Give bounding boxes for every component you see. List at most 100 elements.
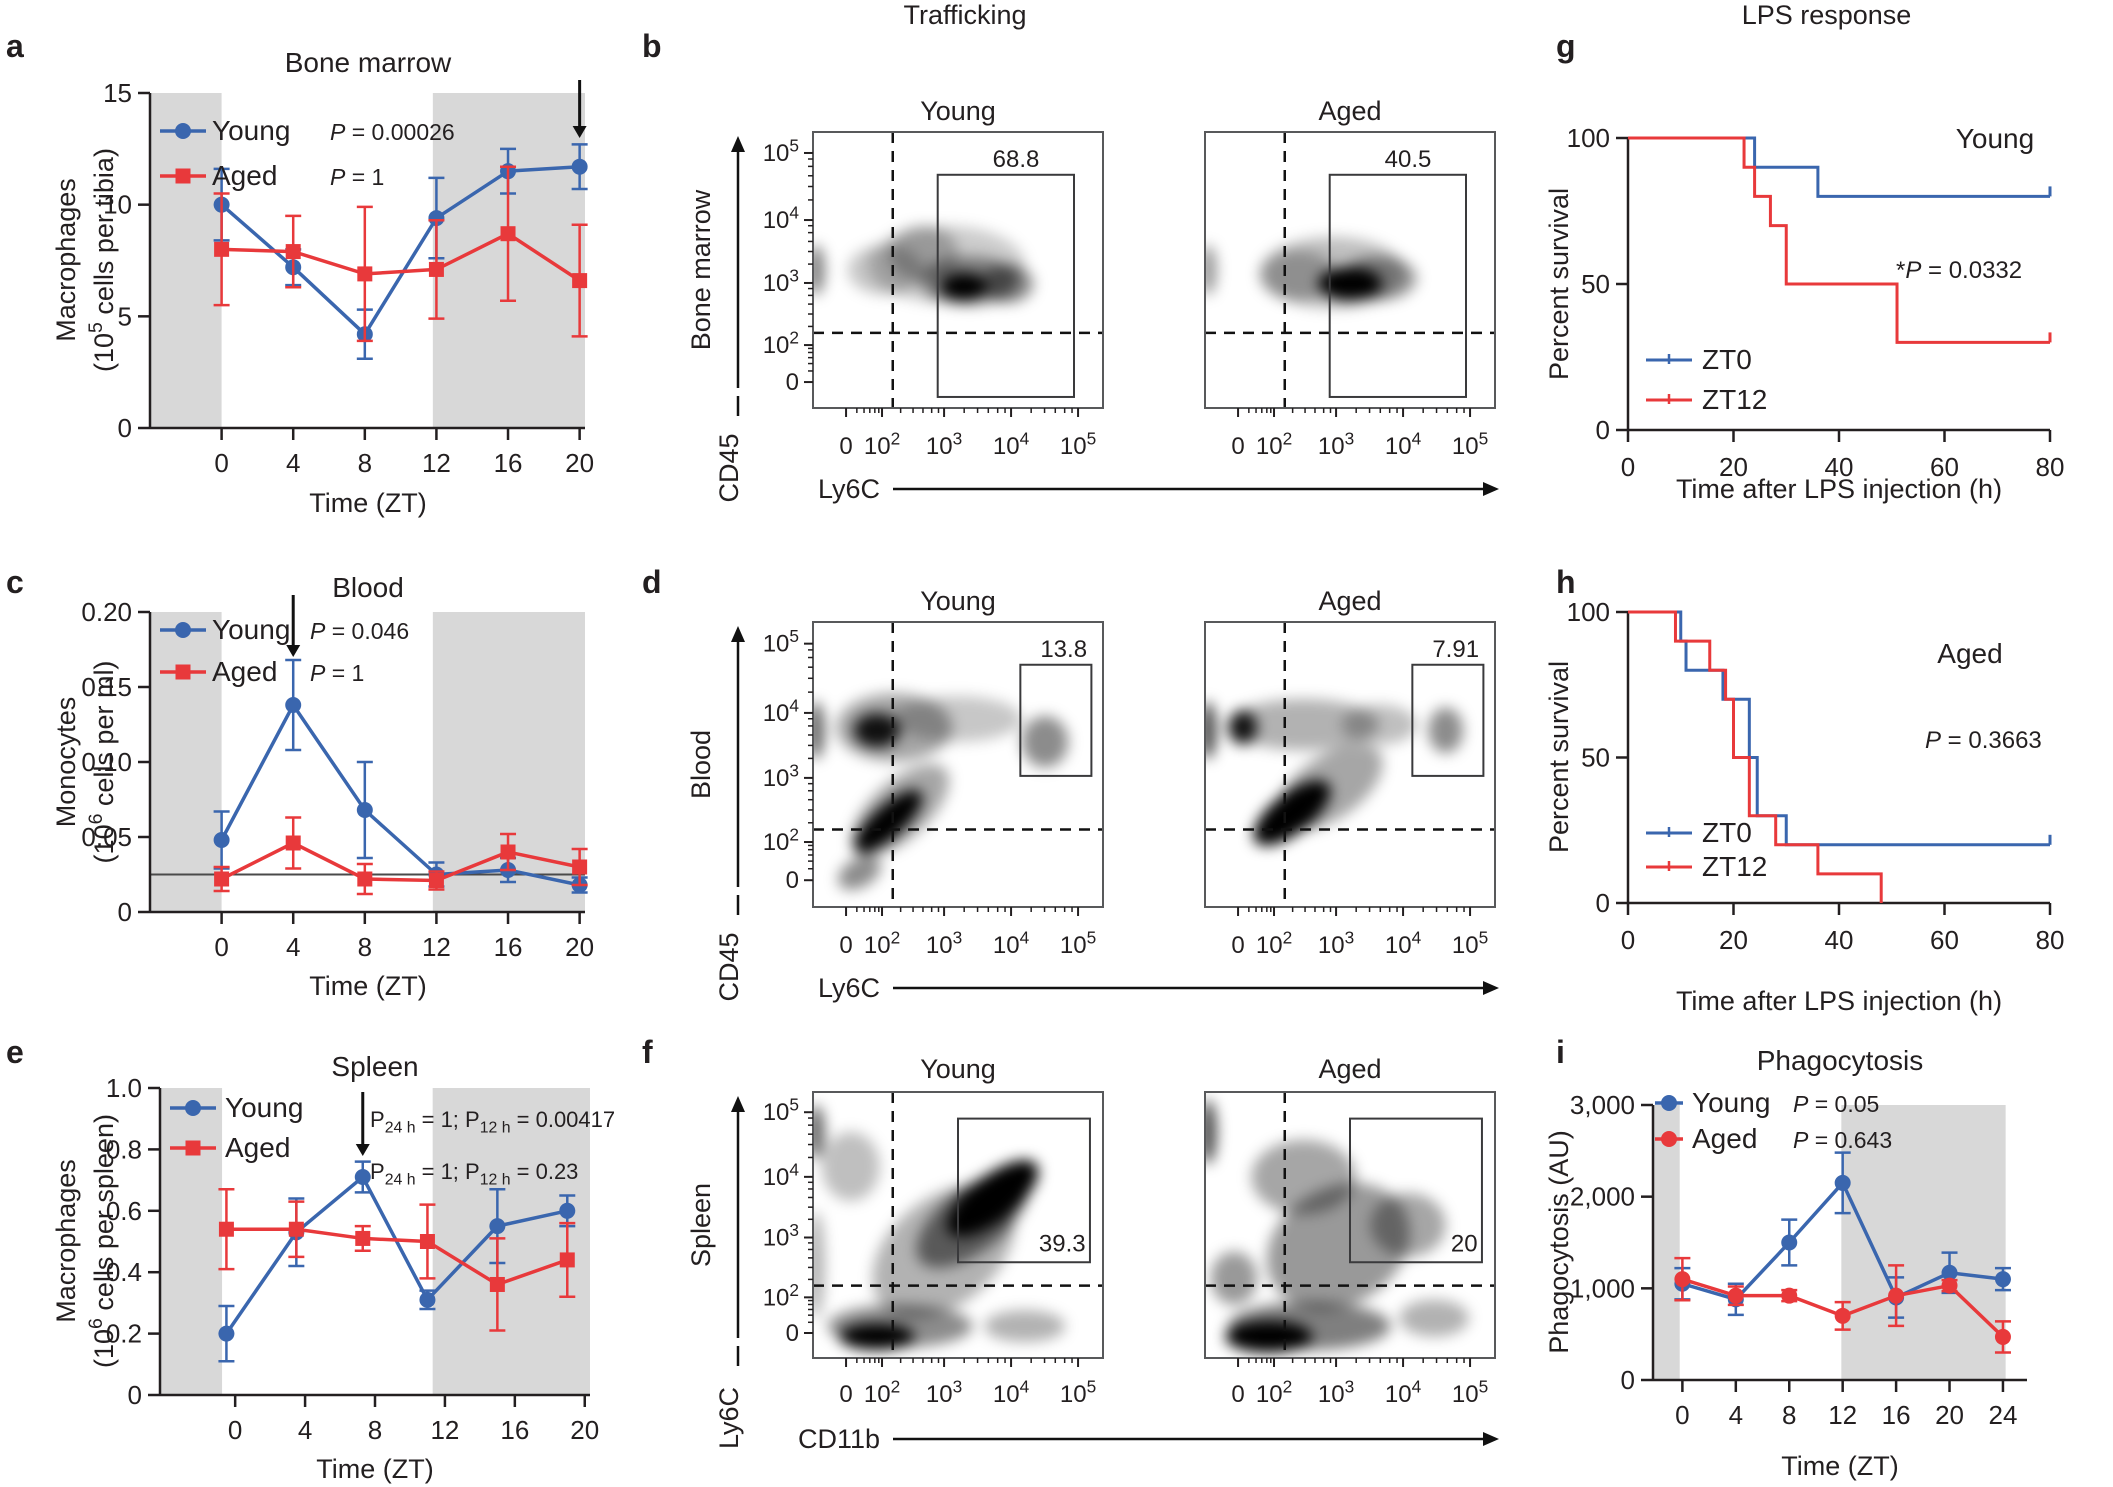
x-axis-label: Time (ZT) (316, 1454, 433, 1484)
section-title-lps-response: LPS response (1741, 0, 1912, 30)
p-value-young: P = 0.00026 (330, 119, 455, 145)
survival-curve-zt12 (1628, 136, 2050, 344)
x-tick-label: 12 (422, 932, 451, 962)
y-tick-label: 102 (763, 824, 799, 856)
x-tick-label: 102 (1256, 428, 1292, 460)
group-label: Young (1956, 123, 2034, 154)
x-tick-label: 8 (358, 448, 372, 478)
y-tick-label: 0 (128, 1380, 142, 1410)
x-tick-label: 20 (565, 932, 594, 962)
legend-label-zt0: ZT0 (1702, 817, 1752, 848)
y-tick-label: 105 (763, 135, 799, 167)
y-tick-label: 0.20 (81, 597, 132, 627)
x-tick-label: 102 (864, 927, 900, 959)
y-tick-label: 103 (763, 760, 799, 792)
x-tick-label: 20 (570, 1415, 599, 1445)
x-tick-label: 60 (1930, 452, 1959, 482)
gate-value: 7.91 (1432, 636, 1479, 663)
p-value: P = 0.3663 (1925, 727, 2042, 754)
panel-h-survival-aged-chart: 0 50 100 0 20 40 60 80 Time after LPS injection … (1544, 597, 2065, 1016)
x-tick-label: 0 (228, 1415, 242, 1445)
y-tick-label: 102 (763, 1280, 799, 1312)
y-tick-label: 0.8 (106, 1134, 142, 1164)
night-band (432, 1088, 590, 1395)
x-tick-label: 12 (1828, 1400, 1857, 1430)
gate-rect (957, 1117, 1091, 1264)
x-axis-label: Time after LPS injection (h) (1676, 986, 2002, 1016)
section-title-trafficking: Trafficking (903, 0, 1027, 30)
panel-d-blood-flow-plots: 13.8 Young 0 102 103 104 105 0 102 103 104 105 7.91 A… (686, 586, 1499, 1003)
panel-letter-d: d (642, 564, 662, 600)
y-tick-label: 3,000 (1570, 1090, 1635, 1120)
x-tick-label: 4 (1729, 1400, 1743, 1430)
legend-label-young: Young (225, 1092, 303, 1123)
x-tick-label: 16 (494, 448, 523, 478)
x-axis-label: Time after LPS injection (h) (1676, 474, 2002, 504)
x-tick-label: 0 (1675, 1400, 1689, 1430)
x-tick-label: 103 (926, 1376, 962, 1408)
panel-letter-c: c (6, 564, 24, 600)
night-band (160, 1088, 223, 1395)
x-tick-label: 105 (1060, 1376, 1096, 1408)
y-tick-label: 1.0 (106, 1073, 142, 1103)
y-tick-label: 0.2 (106, 1319, 142, 1349)
chart-title: Spleen (331, 1051, 418, 1082)
series-aged-line (221, 231, 581, 283)
y-tick-label: 104 (763, 1159, 800, 1191)
x-tick-label: 0 (214, 932, 228, 962)
x-tick-label: 24 (1988, 1400, 2017, 1430)
x-tick-label: 8 (1782, 1400, 1796, 1430)
x-tick-label: 12 (430, 1415, 459, 1445)
p-annotation: P24 h = 1; P12 h = 0.23 (370, 1159, 578, 1189)
legend-label-zt0: ZT0 (1702, 344, 1752, 375)
gate-value: 39.3 (1039, 1231, 1086, 1258)
flow-plot-title-aged: Aged (1318, 586, 1381, 616)
density-cloud-aged (1205, 1099, 1469, 1353)
y-tick-label: 0 (1621, 1365, 1635, 1395)
x-tick-label: 0 (1621, 925, 1635, 955)
flow-plot-title-aged: Aged (1318, 96, 1381, 126)
y-axis-label: Macrophages (51, 1159, 81, 1323)
y-axis-label: (106 cells per spleen) (85, 1114, 119, 1368)
legend-label-aged: Aged (212, 656, 277, 687)
gate-rect (1411, 663, 1485, 777)
x-tick-label: 0 (214, 448, 228, 478)
x-tick-label: 104 (1385, 428, 1422, 460)
legend-label-aged: Aged (225, 1132, 290, 1163)
flow-plot-title-young: Young (920, 96, 996, 126)
y-tick-label: 103 (763, 1220, 799, 1252)
y-tick-label: 0 (118, 897, 132, 927)
chart-title: Blood (332, 572, 404, 603)
y-tick-label: 105 (763, 626, 799, 658)
legend-label-young: Young (212, 115, 290, 146)
y-tick-label: 10 (103, 190, 132, 220)
legend-label-young: Young (1692, 1087, 1770, 1118)
y-tick-label: 104 (763, 695, 800, 727)
x-tick-label: 104 (993, 428, 1030, 460)
legend-label-aged: Aged (1692, 1123, 1757, 1154)
y-marker-label: Ly6C (714, 1387, 744, 1449)
y-axis-label: (106 cells per ml) (85, 661, 119, 864)
p-value-aged: P = 1 (330, 164, 384, 190)
p-annotation: P24 h = 1; P12 h = 0.00417 (370, 1107, 615, 1137)
x-tick-label: 104 (1385, 927, 1422, 959)
flow-plot-title-aged: Aged (1318, 1054, 1381, 1084)
x-tick-label: 80 (2036, 925, 2065, 955)
panel-letter-g: g (1556, 28, 1576, 64)
x-tick-label: 0 (839, 1381, 852, 1408)
panel-letter-f: f (642, 1034, 653, 1070)
gate-rect (1349, 1117, 1483, 1264)
x-marker-label: Ly6C (818, 474, 880, 504)
panel-letter-a: a (6, 28, 24, 64)
y-tick-label: 0 (1596, 888, 1610, 918)
x-tick-label: 105 (1060, 428, 1096, 460)
chart-title: Phagocytosis (1757, 1045, 1924, 1076)
series-young-line (220, 164, 580, 337)
y-tick-label: 104 (763, 202, 800, 234)
density-cloud-young (813, 225, 1034, 306)
panel-i-phagocytosis-line-chart: 0 1,000 2,000 3,000 0 4 8 12 16 20 24 Phagocytosis P… (1544, 1045, 2027, 1481)
y-axis-label: Phagocytosis (AU) (1544, 1130, 1574, 1354)
x-tick-label: 102 (864, 1376, 900, 1408)
x-tick-label: 8 (368, 1415, 382, 1445)
